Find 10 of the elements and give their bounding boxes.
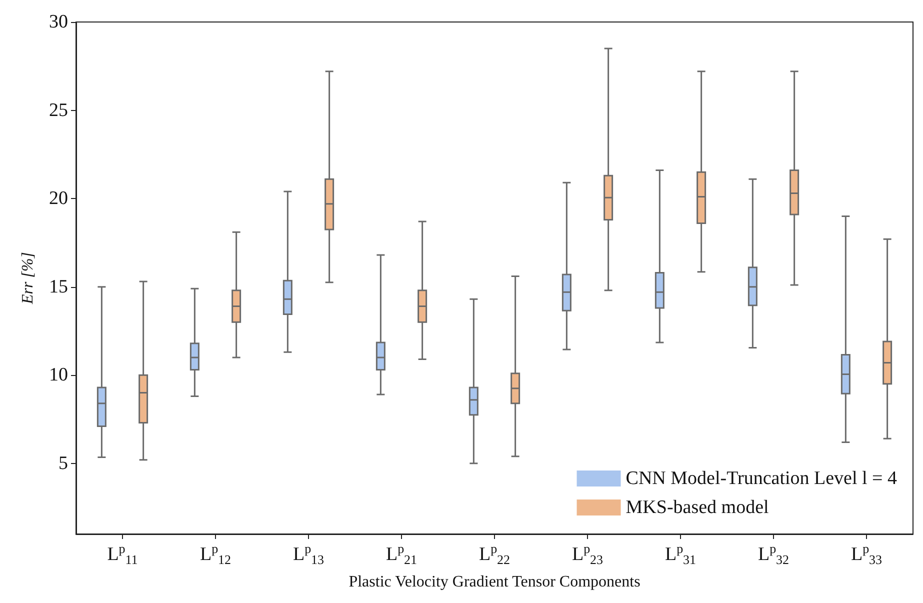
y-tick-label: 10: [49, 364, 68, 386]
legend-label: CNN Model-Truncation Level l = 4: [626, 468, 898, 489]
x-axis-title: Plastic Velocity Gradient Tensor Components: [348, 574, 640, 590]
y-tick-label: 15: [49, 276, 68, 298]
y-axis-title: Err [%]: [20, 252, 36, 306]
y-tick-label: 20: [49, 188, 68, 210]
y-tick-label: 25: [49, 100, 68, 121]
y-tick-label: 30: [49, 12, 68, 32]
y-tick-label: 5: [58, 452, 68, 474]
legend-label: MKS-based model: [626, 497, 769, 518]
